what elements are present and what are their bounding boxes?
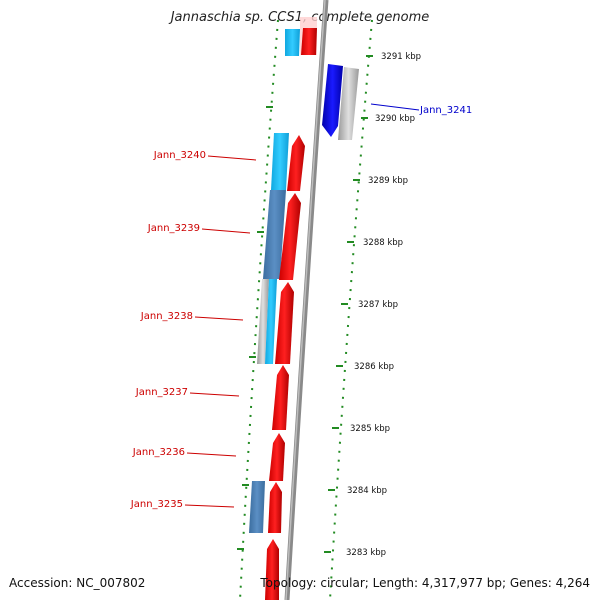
gene-top-red [301,28,317,55]
gene-jann3236-red [269,433,285,481]
accession-text: Accession: NC_007802 [9,576,146,590]
scale-label: 3283 kbp [346,548,386,558]
gene-cds-jann3238-light [265,279,277,364]
gene-cds-top-light [285,29,300,56]
gene-jann3237-red [272,365,289,430]
gene-cds-jann3239-steel [263,190,286,279]
gene-bottom-red [265,539,279,600]
gene-jann3235-red [268,482,282,533]
gene-label-jann3236[interactable]: Jann_3236 [132,447,185,458]
gene-jann3239-red [279,193,301,280]
gene-labels: Jann_3241 Jann_3240 Jann_3239 Jann_3238 … [130,105,472,510]
map-title: Jannaschia sp. CCS1, complete genome [170,10,430,25]
scale-labels: 3291 kbp 3290 kbp 3289 kbp 3288 kbp 3287… [346,52,421,558]
gene-cds-jann3240-light [271,133,289,190]
scale-label: 3285 kbp [350,424,390,434]
gene-jann3240-red [287,135,305,191]
gene-label-jann3235[interactable]: Jann_3235 [130,499,183,510]
topology-text: Topology: circular; Length: 4,317,977 bp… [260,576,590,590]
left-major-ticks [237,106,273,550]
gene-label-jann3239[interactable]: Jann_3239 [147,223,200,234]
scale-label: 3286 kbp [354,362,394,372]
gene-jann3238-red [275,282,294,364]
right-major-ticks [324,55,373,553]
gene-label-jann3241[interactable]: Jann_3241 [419,105,472,116]
scale-label: 3287 kbp [358,300,398,310]
gene-label-jann3240[interactable]: Jann_3240 [153,150,206,161]
scale-label: 3284 kbp [347,486,387,496]
gene-jann3241-blue [322,64,343,137]
gene-label-jann3238[interactable]: Jann_3238 [140,311,193,322]
scale-label: 3289 kbp [368,176,408,186]
gene-label-leaders [184,103,420,508]
gene-label-jann3237[interactable]: Jann_3237 [135,387,188,398]
gene-jann3241-gray [338,67,359,140]
genome-backbone [284,0,329,600]
gene-cds-jann3235-steel [249,481,265,533]
scale-label: 3291 kbp [381,52,421,62]
scale-label: 3290 kbp [375,114,415,124]
scale-label: 3288 kbp [363,238,403,248]
